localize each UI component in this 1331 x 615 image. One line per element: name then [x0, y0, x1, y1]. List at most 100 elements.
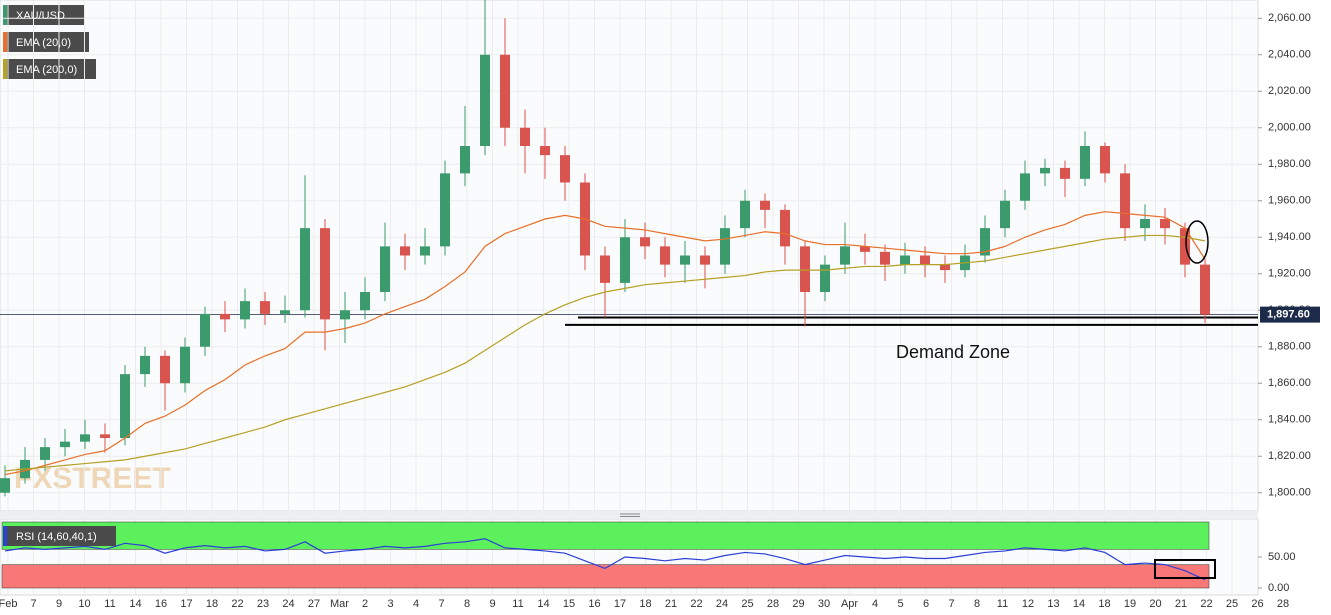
y-tick-label: 2,040.00 [1268, 49, 1311, 61]
x-tick-label: 8 [974, 598, 980, 610]
candle-body [940, 264, 950, 271]
x-tick-label: 11 [512, 598, 523, 610]
y-tick-label: 1,820.00 [1268, 450, 1311, 462]
candle-body [320, 228, 330, 320]
y-tick-label: 0.00 [1268, 582, 1289, 594]
rsi-upper-zone [1, 521, 1210, 550]
candle-body [300, 228, 310, 311]
y-tick-label: 1,860.00 [1268, 377, 1311, 389]
candle-body [180, 346, 190, 384]
candle-body [600, 255, 610, 283]
x-tick-label: 19 [1124, 598, 1136, 610]
candle-body [460, 146, 470, 174]
candle-body [60, 441, 70, 448]
y-tick-label: 2,060.00 [1268, 12, 1311, 24]
candle-body [440, 173, 450, 247]
candle-body [340, 310, 350, 320]
x-tick-label: 24 [716, 598, 728, 610]
rsi-line [4, 538, 1206, 581]
x-tick-label: Mar [330, 598, 349, 610]
candle-body [1200, 264, 1210, 315]
candle-body [780, 209, 790, 247]
candle-body [1180, 228, 1190, 265]
candle-body [800, 246, 810, 292]
x-tick-label: 30 [818, 598, 830, 610]
x-tick-label: 22 [231, 598, 243, 610]
x-tick-label: 17 [614, 598, 626, 610]
candle-body [400, 246, 410, 256]
candle-body [700, 255, 710, 265]
x-tick-label: 27 [308, 598, 320, 610]
candle-body [100, 434, 110, 438]
x-tick-label: 22 [690, 598, 702, 610]
x-tick-label: 28 [1277, 598, 1289, 610]
legend-box[interactable] [3, 59, 96, 79]
x-tick-label: 16 [155, 598, 167, 610]
legend-swatch [3, 5, 7, 25]
legend-label: RSI (14,60,40,1) [16, 531, 97, 543]
x-tick-label: 28 [767, 598, 779, 610]
candle-body [880, 251, 890, 265]
candle-body [220, 313, 230, 320]
y-tick-label: 1,840.00 [1268, 414, 1311, 426]
highlight-box [1154, 559, 1216, 579]
candle-body [720, 228, 730, 265]
x-tick-label: 7 [30, 598, 36, 610]
legend-swatch [3, 526, 7, 546]
candle-body [1060, 167, 1070, 179]
candle-body [560, 155, 570, 183]
candle-body [1120, 173, 1130, 229]
x-tick-label: 11 [104, 598, 115, 610]
x-tick-label: 24 [282, 598, 294, 610]
x-tick-label: 21 [665, 598, 677, 610]
x-tick-label: 18 [1098, 598, 1110, 610]
x-tick-label: 25 [741, 598, 753, 610]
candle-body [40, 447, 50, 460]
x-tick-label: 4 [413, 598, 419, 610]
candle-body [280, 310, 290, 314]
y-tick-label: 1,880.00 [1268, 341, 1311, 353]
x-tick-label: 14 [129, 598, 141, 610]
candle-body [420, 246, 430, 256]
x-tick-label: 18 [639, 598, 651, 610]
x-tick-label: 9 [489, 598, 495, 610]
candle-body [1100, 146, 1110, 174]
x-tick-label: 8 [464, 598, 470, 610]
candle-body [820, 264, 830, 292]
candle-body [1080, 146, 1090, 179]
y-tick-label: 1,960.00 [1268, 195, 1311, 207]
legend-label: EMA (200,0) [16, 64, 77, 76]
x-tick-label: 5 [897, 598, 903, 610]
candle-body [620, 237, 630, 283]
x-tick-label: 7 [948, 598, 954, 610]
candle-body [1140, 219, 1150, 229]
x-tick-label: 14 [1073, 598, 1085, 610]
legend-label: XAU/USD [16, 10, 65, 22]
candle-body [480, 54, 490, 146]
legend: XAU/USD EMA (20,0) EMA (200,0) [3, 5, 96, 79]
candle-body [1160, 219, 1170, 229]
candle-body [920, 255, 930, 265]
y-tick-label: 1,940.00 [1268, 231, 1311, 243]
candle-body [740, 200, 750, 229]
candle-body [140, 355, 150, 375]
x-tick-label: 3 [387, 598, 393, 610]
x-tick-label: 2 [362, 598, 368, 610]
pane-divider[interactable] [0, 511, 1258, 519]
x-tick-label: 23 [257, 598, 269, 610]
legend-box[interactable] [3, 32, 89, 52]
candle-body [1000, 200, 1010, 229]
ema-line [4, 211, 1206, 476]
candle-body [160, 355, 170, 384]
y-tick-label: 1,800.00 [1268, 487, 1311, 499]
legend-box[interactable] [3, 5, 84, 25]
x-tick-label: Apr [841, 598, 858, 610]
x-tick-label: 25 [1226, 598, 1238, 610]
candle-body [360, 292, 370, 311]
x-tick-label: 6 [923, 598, 929, 610]
legend-swatch [3, 32, 7, 52]
x-tick-label: 26 [1251, 598, 1263, 610]
legend-label: EMA (20,0) [16, 37, 71, 49]
candle-body [0, 478, 10, 493]
x-tick-label: Feb [0, 598, 17, 610]
